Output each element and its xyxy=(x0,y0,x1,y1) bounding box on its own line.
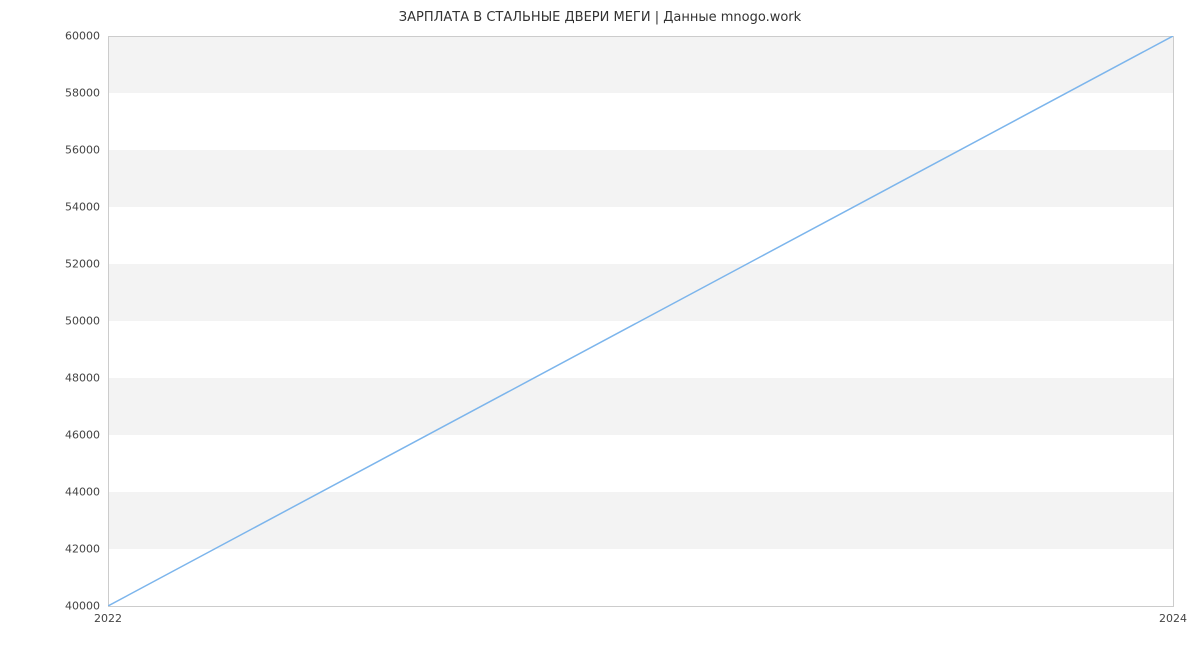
salary-line-chart: ЗАРПЛАТА В СТАЛЬНЫЕ ДВЕРИ МЕГИ | Данные … xyxy=(0,0,1200,650)
x-tick-label: 2022 xyxy=(94,612,122,625)
chart-title: ЗАРПЛАТА В СТАЛЬНЫЕ ДВЕРИ МЕГИ | Данные … xyxy=(0,10,1200,25)
series-line-salary xyxy=(108,36,1173,606)
y-tick-label: 40000 xyxy=(58,600,100,613)
y-tick-label: 60000 xyxy=(58,30,100,43)
y-tick-label: 48000 xyxy=(58,372,100,385)
x-tick-label: 2024 xyxy=(1159,612,1187,625)
y-tick-label: 46000 xyxy=(58,429,100,442)
y-tick-label: 58000 xyxy=(58,87,100,100)
y-tick-label: 52000 xyxy=(58,258,100,271)
y-tick-label: 56000 xyxy=(58,144,100,157)
plot-area: 4000042000440004600048000500005200054000… xyxy=(108,36,1173,606)
y-tick-label: 42000 xyxy=(58,543,100,556)
y-tick-label: 44000 xyxy=(58,486,100,499)
y-tick-label: 54000 xyxy=(58,201,100,214)
y-tick-label: 50000 xyxy=(58,315,100,328)
series-layer xyxy=(108,36,1173,606)
